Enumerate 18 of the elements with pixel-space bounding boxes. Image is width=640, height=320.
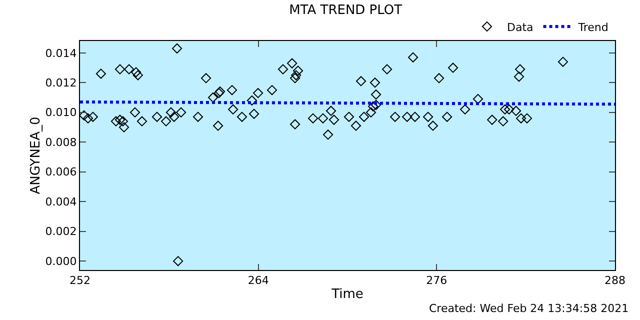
y-tick-label: 0.000 xyxy=(45,254,77,268)
y-tick-label: 0.008 xyxy=(45,136,77,149)
y-tick-label: 0.006 xyxy=(45,166,77,179)
y-tick-label: 0.014 xyxy=(45,46,77,60)
x-tick-label: 252 xyxy=(70,274,90,288)
x-tick-label: 288 xyxy=(604,274,626,288)
x-axis-title: Time xyxy=(330,286,364,302)
x-tick-label: 264 xyxy=(248,274,269,288)
y-tick-label: 0.002 xyxy=(45,225,77,238)
y-tick-label: 0.004 xyxy=(45,195,77,208)
y-axis-title: ANGYNEA_0 xyxy=(28,116,44,194)
text: Created: Wed Feb 24 13:34:58 2021 xyxy=(429,302,629,315)
legend-label: Data xyxy=(507,20,534,34)
y-tick-label: 0.010 xyxy=(45,106,77,120)
y-tick-label: 0.012 xyxy=(45,76,77,90)
x-tick-label: 276 xyxy=(426,274,448,288)
legend-label: Trend xyxy=(577,20,608,34)
chart-title: MTA TREND PLOT xyxy=(289,2,402,18)
